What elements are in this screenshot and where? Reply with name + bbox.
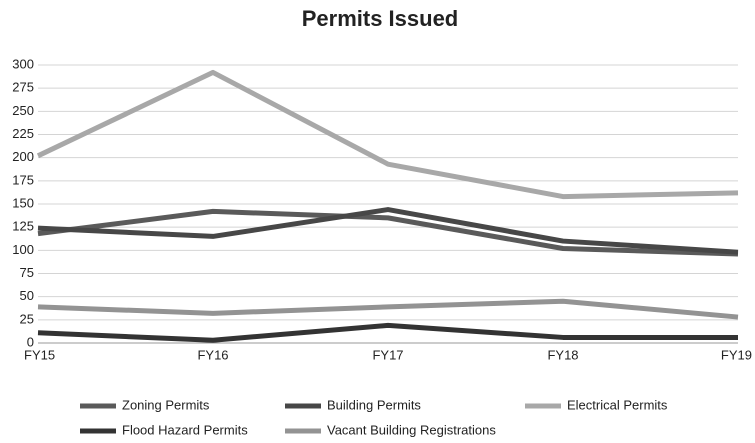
chart-title: Permits Issued [302,6,459,31]
x-tick-label: FY16 [197,347,228,362]
y-tick-label: 275 [12,80,34,95]
legend-label: Building Permits [327,397,421,412]
x-tick-label: FY17 [372,347,403,362]
y-tick-label: 75 [20,265,34,280]
y-tick-label: 0 [27,334,34,349]
legend-label: Vacant Building Registrations [327,422,496,437]
legend-label: Electrical Permits [567,397,668,412]
x-tick-label: FY18 [547,347,578,362]
legend-label: Flood Hazard Permits [122,422,248,437]
series-line [37,208,739,257]
series-line [37,298,739,320]
legend-label: Zoning Permits [122,397,210,412]
y-tick-label: 225 [12,126,34,141]
x-tick-label: FY19 [721,347,752,362]
y-tick-label: 50 [20,288,34,303]
y-tick-label: 200 [12,149,34,164]
y-tick-label: 175 [12,172,34,187]
y-tick-label: 300 [12,56,34,71]
y-tick-label: 150 [12,195,34,210]
y-tick-label: 250 [12,103,34,118]
series-line [36,69,739,200]
series-line [37,322,738,343]
y-tick-label: 125 [12,219,34,234]
y-tick-label: 25 [20,311,34,326]
series-line [37,207,739,255]
y-tick-label: 100 [12,242,34,257]
x-tick-label: FY15 [24,347,55,362]
